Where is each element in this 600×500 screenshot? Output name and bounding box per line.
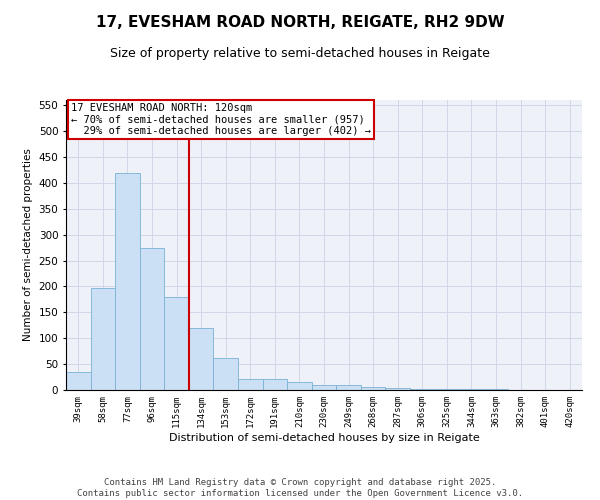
Bar	[238, 378, 263, 390]
Bar	[189, 328, 214, 390]
Bar	[336, 386, 361, 390]
Bar	[361, 388, 385, 390]
Text: 17, EVESHAM ROAD NORTH, REIGATE, RH2 9DW: 17, EVESHAM ROAD NORTH, REIGATE, RH2 9DW	[95, 15, 505, 30]
X-axis label: Distribution of semi-detached houses by size in Reigate: Distribution of semi-detached houses by …	[169, 432, 479, 442]
Bar	[115, 172, 140, 390]
Bar	[287, 382, 312, 390]
Bar	[434, 389, 459, 390]
Bar	[140, 248, 164, 390]
Bar	[263, 379, 287, 390]
Bar	[410, 389, 434, 390]
Bar	[91, 288, 115, 390]
Bar	[385, 388, 410, 390]
Text: 17 EVESHAM ROAD NORTH: 120sqm
← 70% of semi-detached houses are smaller (957)
  : 17 EVESHAM ROAD NORTH: 120sqm ← 70% of s…	[71, 103, 371, 136]
Bar	[164, 297, 189, 390]
Text: Size of property relative to semi-detached houses in Reigate: Size of property relative to semi-detach…	[110, 48, 490, 60]
Bar	[214, 358, 238, 390]
Y-axis label: Number of semi-detached properties: Number of semi-detached properties	[23, 148, 33, 342]
Bar	[66, 372, 91, 390]
Bar	[312, 386, 336, 390]
Text: Contains HM Land Registry data © Crown copyright and database right 2025.
Contai: Contains HM Land Registry data © Crown c…	[77, 478, 523, 498]
